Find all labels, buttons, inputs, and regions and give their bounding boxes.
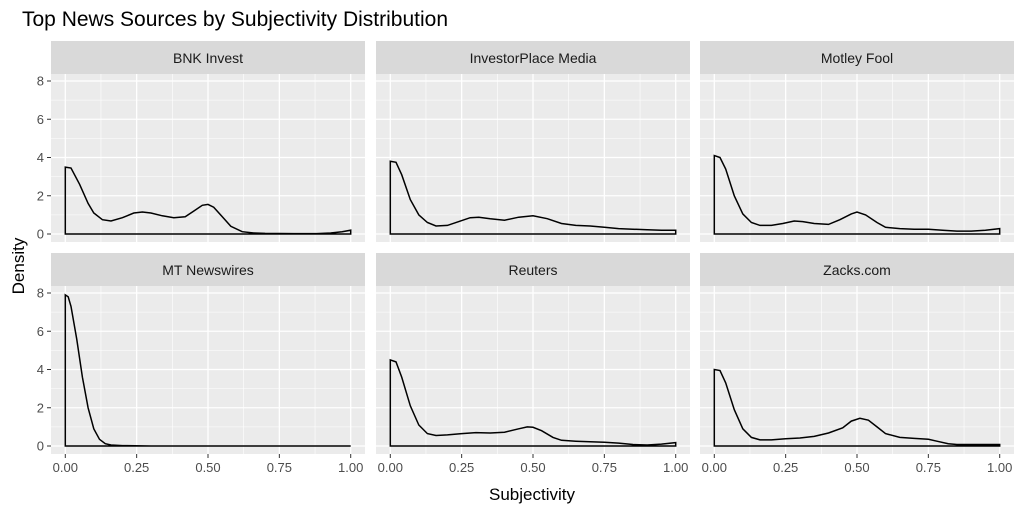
chart-title: Top News Sources by Subjectivity Distrib…: [22, 8, 448, 31]
x-tick-label: 0.00: [378, 460, 403, 475]
facet-panel: InvestorPlace Media: [376, 41, 690, 242]
x-tick-label: 0.75: [267, 460, 292, 475]
facet-strip: [376, 253, 690, 286]
facet-panel: Zacks.com 0.00 0.25 0.50 0.75 1.00: [700, 253, 1014, 475]
x-tick-label: 0.00: [702, 460, 727, 475]
x-axis-title: Subjectivity: [489, 485, 575, 504]
x-tick-label: 0.00: [53, 460, 78, 475]
y-axis-title: Density: [9, 237, 28, 294]
facet-strip: [700, 253, 1014, 286]
x-tick-label: 0.50: [520, 460, 545, 475]
x-tick-label: 0.50: [844, 460, 869, 475]
y-tick-label: 2: [37, 400, 44, 415]
density-curve: [713, 154, 1001, 235]
facet-strip-label: BNK Invest: [173, 50, 243, 66]
x-tick-label: 0.75: [592, 460, 617, 475]
x-tick-label: 1.00: [663, 460, 688, 475]
x-tick-label: 0.25: [773, 460, 798, 475]
x-tick-label: 0.50: [195, 460, 220, 475]
x-tick-label: 0.25: [449, 460, 474, 475]
y-tick-label: 8: [37, 286, 44, 301]
x-tick-label: 1.00: [338, 460, 363, 475]
density-curve: [64, 166, 352, 235]
y-tick-label: 6: [37, 112, 44, 127]
y-tick-label: 0: [37, 227, 44, 242]
x-tick-label: 1.00: [987, 460, 1012, 475]
facet-panel: BNK Invest 0 2 4 6 8: [37, 41, 365, 242]
x-tick-label: 0.75: [916, 460, 941, 475]
facet-strip: [376, 41, 690, 74]
facet-strip-label: MT Newswires: [162, 262, 254, 278]
y-tick-label: 4: [37, 362, 44, 377]
facet-strip: [51, 253, 365, 286]
y-tick-label: 0: [37, 439, 44, 454]
facet-strip-label: Motley Fool: [821, 50, 893, 66]
facet-panel: MT Newswires 0 2 4 6 8 0.00 0.25 0.50 0.75 1.00: [37, 253, 365, 475]
facet-panels: BNK Invest 0 2 4 6 8 InvestorPlace Media Motley…: [37, 41, 1014, 475]
density-curve: [713, 368, 1001, 447]
y-tick-label: 2: [37, 188, 44, 203]
facet-strip-label: Reuters: [508, 262, 557, 278]
density-curve: [389, 358, 677, 447]
x-tick-label: 0.25: [124, 460, 149, 475]
facet-strip: [51, 41, 365, 74]
facet-strip: [700, 41, 1014, 74]
y-tick-label: 6: [37, 324, 44, 339]
density-curve: [64, 293, 351, 447]
y-tick-label: 4: [37, 150, 44, 165]
facet-panel: Motley Fool: [700, 41, 1014, 242]
facet-panel: Reuters 0.00 0.25 0.50 0.75 1.00: [376, 253, 690, 475]
facet-strip-label: InvestorPlace Media: [470, 50, 597, 66]
y-tick-label: 8: [37, 74, 44, 89]
density-curve: [389, 160, 677, 235]
facet-strip-label: Zacks.com: [823, 262, 891, 278]
